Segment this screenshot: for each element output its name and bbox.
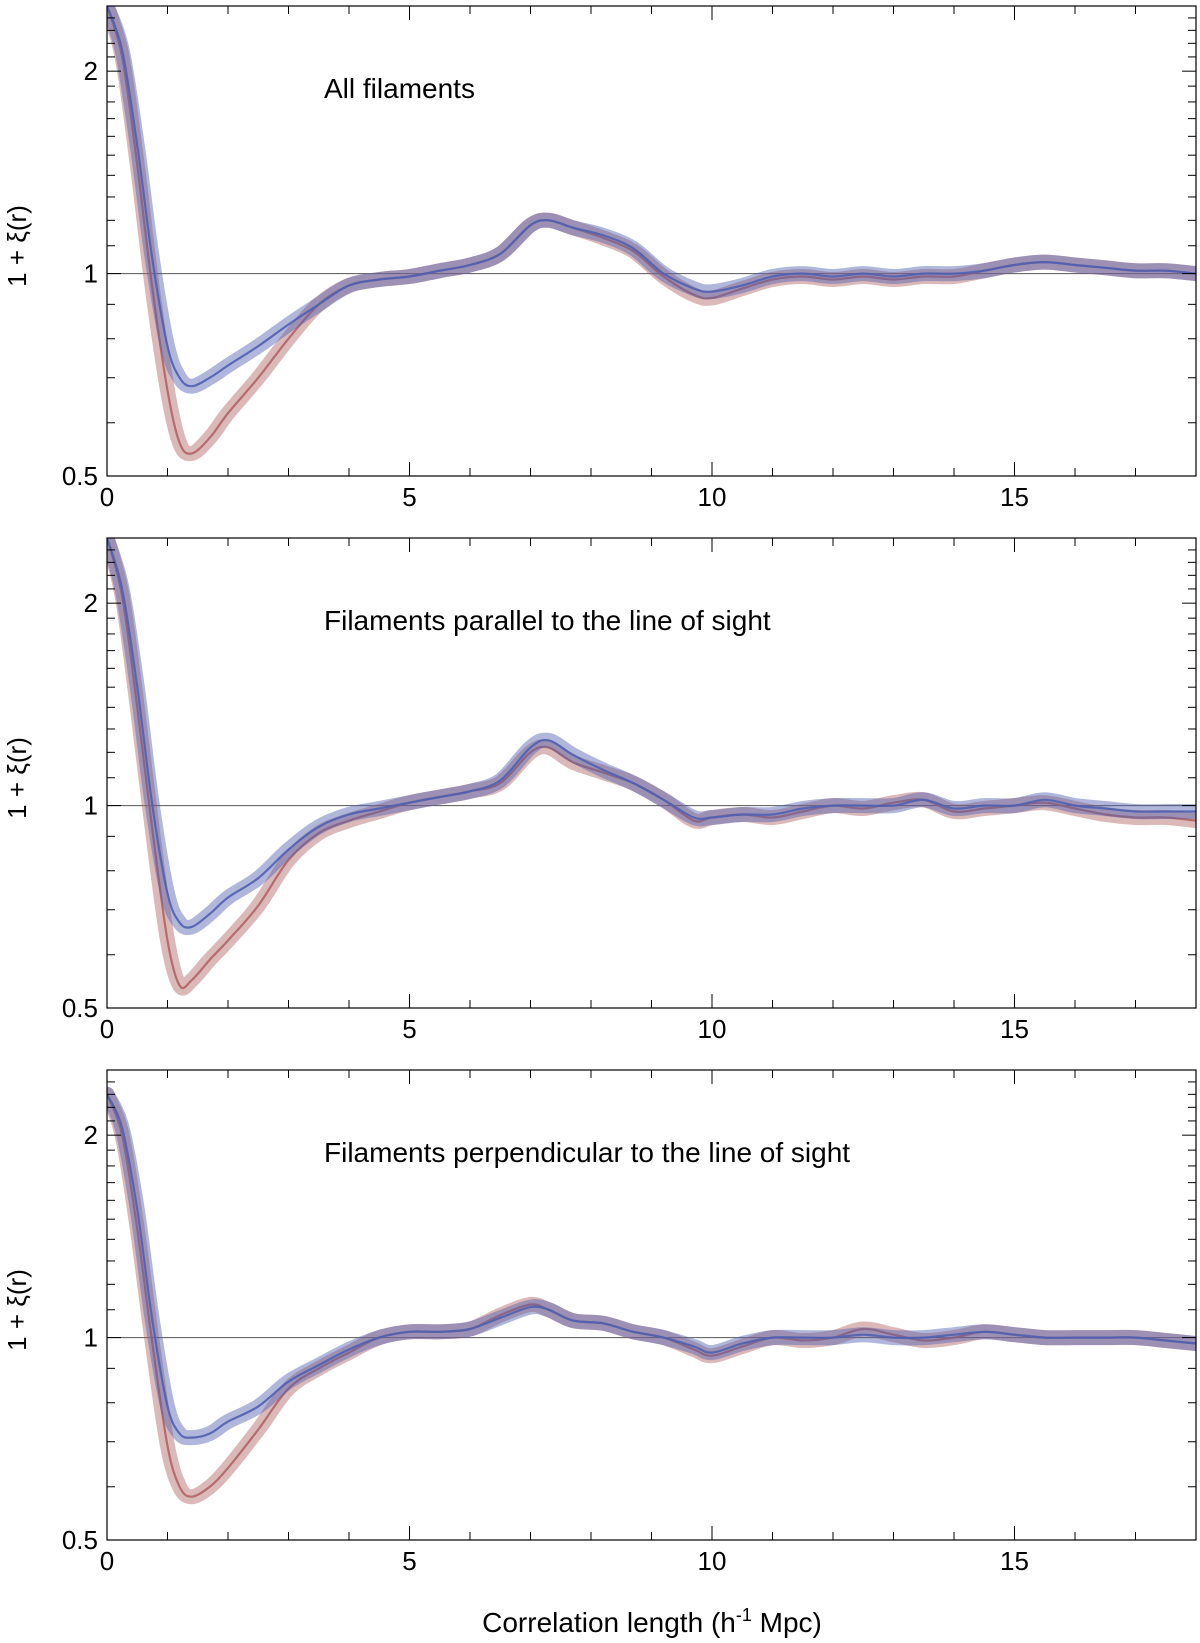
panel-1: 0 5 10 15 0.5 1 2 1 + ξ(r) All filaments — [2, 5, 1197, 512]
panel-title: Filaments parallel to the line of sight — [324, 605, 771, 636]
x-tick-label: 0 — [100, 1014, 114, 1044]
plot-area — [107, 538, 1196, 996]
panel-title: Filaments perpendicular to the line of s… — [324, 1137, 850, 1168]
series-blue-band — [107, 6, 1196, 394]
y-tick-label: 1 — [84, 259, 98, 289]
y-tick-label: 2 — [84, 56, 98, 86]
x-tick-label: 10 — [698, 482, 727, 512]
series-blue-line — [107, 1093, 1196, 1439]
x-axis-label: Correlation length (h-1 Mpc) — [482, 1605, 822, 1638]
y-axis-label: 1 + ξ(r) — [2, 1269, 32, 1351]
panel-3: 0 5 10 15 0.5 1 2 1 + ξ(r) Filaments perpendicul… — [2, 1069, 1197, 1576]
y-tick-label: 1 — [84, 1323, 98, 1353]
x-tick-label: 5 — [402, 1014, 416, 1044]
x-tick-label: 10 — [698, 1014, 727, 1044]
plot-frame — [106, 5, 1197, 477]
x-tick-label: 0 — [100, 1546, 114, 1576]
series-red-line — [107, 6, 1196, 455]
series-blue-line — [107, 6, 1196, 388]
series-red-line — [107, 538, 1196, 990]
y-tick-label: 0.5 — [62, 461, 98, 491]
x-tick-label: 15 — [1000, 482, 1029, 512]
x-tick-label: 15 — [1000, 1014, 1029, 1044]
x-axis-label-sup: -1 — [736, 1605, 752, 1625]
series-blue-band — [107, 538, 1196, 936]
panel-2: 0 5 10 15 0.5 1 2 1 + ξ(r) Filaments parallel to… — [2, 537, 1197, 1044]
series-blue-line — [107, 538, 1196, 929]
x-tick-label: 10 — [698, 1546, 727, 1576]
x-tick-label: 15 — [1000, 1546, 1029, 1576]
y-tick-label: 2 — [84, 588, 98, 618]
y-tick-label: 0.5 — [62, 993, 98, 1023]
x-axis-label-suffix: Mpc) — [752, 1607, 822, 1638]
y-axis-label: 1 + ξ(r) — [2, 737, 32, 819]
x-tick-label: 0 — [100, 482, 114, 512]
y-tick-label: 1 — [84, 791, 98, 821]
plot-area — [107, 6, 1196, 462]
panel-title: All filaments — [324, 73, 475, 104]
x-tick-label: 5 — [402, 1546, 416, 1576]
series-red-band — [107, 6, 1196, 462]
y-axis-label: 1 + ξ(r) — [2, 205, 32, 287]
y-tick-label: 0.5 — [62, 1525, 98, 1555]
plot-area — [107, 1086, 1196, 1505]
x-tick-label: 5 — [402, 482, 416, 512]
x-axis-label-prefix: Correlation length (h — [482, 1607, 736, 1638]
y-tick-label: 2 — [84, 1120, 98, 1150]
